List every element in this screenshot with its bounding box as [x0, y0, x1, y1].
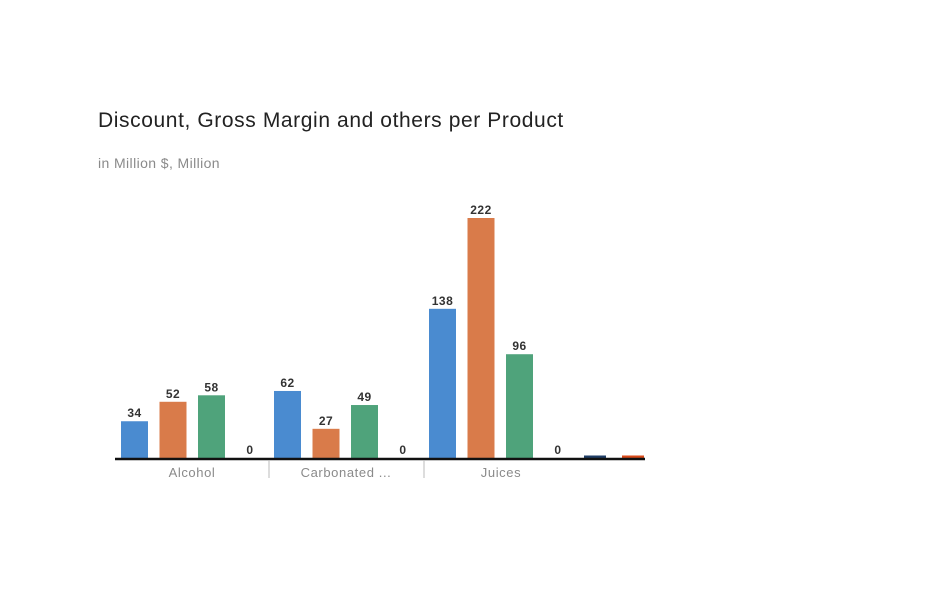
data-label: 34	[127, 406, 141, 420]
category-label: Juices	[481, 465, 521, 480]
data-label: 52	[166, 387, 180, 401]
bar-carbonated-series-2	[312, 428, 340, 458]
bar-juices-series-3	[506, 354, 533, 458]
data-label: 27	[319, 414, 333, 428]
category-label: Carbonated ...	[301, 465, 392, 480]
bar-alcohol-series-2	[159, 401, 187, 458]
data-label: 58	[204, 380, 218, 394]
data-label: 0	[554, 443, 561, 457]
data-label: 96	[512, 339, 526, 353]
partial-bar-1	[584, 455, 606, 458]
bar-carbonated-series-3	[351, 405, 378, 458]
data-label: 62	[280, 376, 294, 390]
bar-carbonated-series-1	[274, 390, 301, 458]
data-label: 138	[432, 294, 454, 308]
bar-juices-series-1	[429, 308, 456, 458]
data-label: 0	[246, 443, 253, 457]
chart-title: Discount, Gross Margin and others per Pr…	[98, 109, 564, 132]
bar-alcohol-series-3	[198, 395, 225, 458]
chart-subtitle: in Million $, Million	[98, 155, 220, 171]
bar-alcohol-series-1	[121, 421, 148, 458]
partial-bar-2	[622, 455, 644, 458]
bar-juices-series-2	[467, 218, 495, 458]
data-label: 222	[470, 203, 492, 217]
data-label: 49	[357, 390, 371, 404]
category-label: Alcohol	[169, 465, 216, 480]
data-label: 0	[399, 443, 406, 457]
